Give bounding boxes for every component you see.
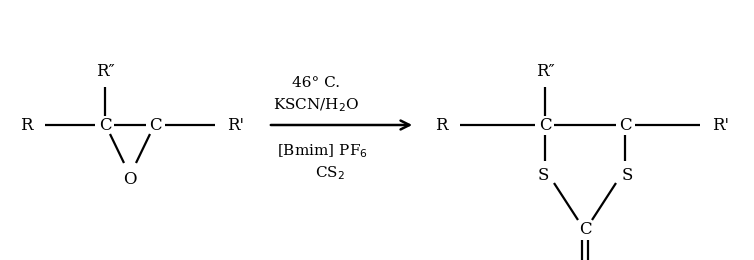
Text: KSCN/H$_2$O: KSCN/H$_2$O (273, 96, 359, 114)
Text: R': R' (712, 116, 729, 133)
Text: S: S (538, 166, 549, 184)
Text: S: S (621, 166, 633, 184)
Text: C: C (149, 116, 161, 133)
Text: C: C (99, 116, 112, 133)
Text: [Bmim] PF$_6$: [Bmim] PF$_6$ (277, 142, 367, 160)
Text: R': R' (227, 116, 244, 133)
Text: R: R (436, 116, 448, 133)
Text: C: C (538, 116, 551, 133)
Text: C: C (578, 222, 591, 238)
Text: R: R (20, 116, 33, 133)
Text: R″: R″ (96, 63, 115, 81)
Text: R″: R″ (535, 63, 554, 81)
Text: 46° C.: 46° C. (292, 76, 340, 90)
Text: O: O (123, 171, 136, 187)
Text: C: C (619, 116, 631, 133)
Text: CS$_2$: CS$_2$ (315, 164, 345, 182)
